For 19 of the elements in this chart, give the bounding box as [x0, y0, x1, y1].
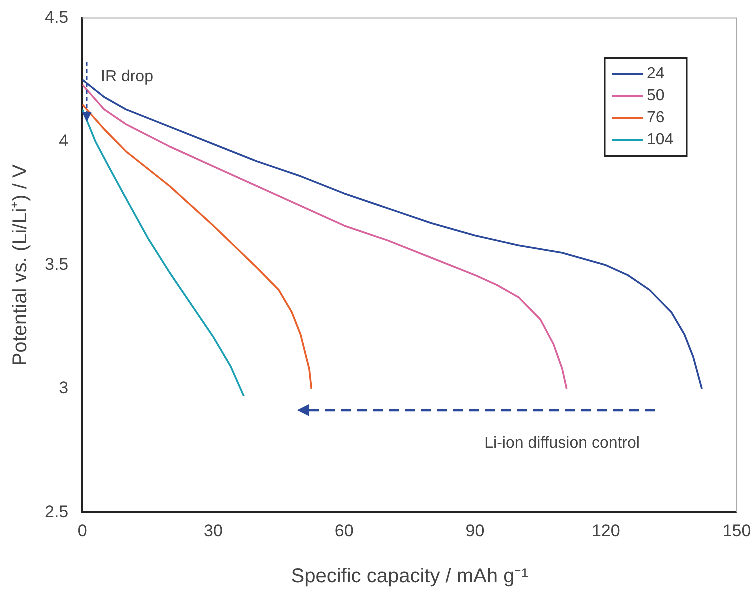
y-tick-label: 4 — [59, 131, 69, 150]
legend-label: 104 — [647, 132, 674, 149]
x-axis-title: Specific capacity / mAh g⁻¹ — [291, 566, 529, 588]
x-tick-label: 60 — [334, 521, 354, 540]
annotation: Li-ion diffusion control — [484, 434, 640, 452]
x-tick-label: 120 — [592, 521, 620, 540]
x-tick-label: 30 — [204, 521, 223, 540]
x-tick-label: 150 — [722, 521, 752, 540]
y-tick-label: 3 — [59, 378, 69, 398]
y-tick-label: 4.5 — [44, 8, 69, 27]
legend-label: 76 — [647, 110, 665, 127]
legend-label: 50 — [647, 88, 665, 105]
x-tick-label: 90 — [466, 521, 485, 540]
y-tick-label: 2.5 — [44, 502, 69, 522]
y-tick-label: 3.5 — [44, 255, 69, 274]
legend-label: 24 — [647, 66, 665, 83]
y-axis-title: Potential vs. (Li/Li⁺) / V — [10, 164, 32, 366]
x-tick-label: 0 — [78, 521, 88, 540]
annotation: IR drop — [100, 68, 154, 86]
